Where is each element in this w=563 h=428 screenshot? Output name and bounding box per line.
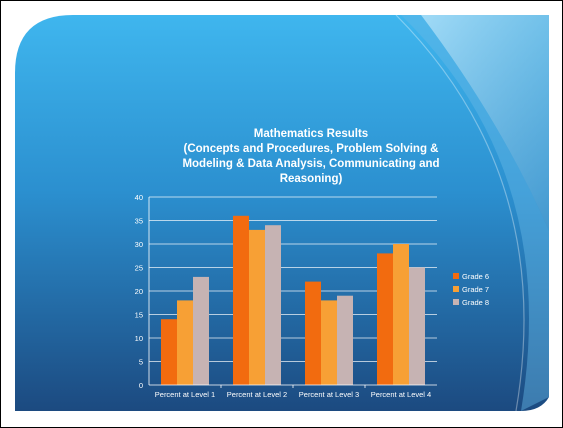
bar	[305, 281, 321, 385]
x-tick-label: Percent at Level 4	[371, 390, 431, 399]
axes	[148, 197, 437, 388]
legend-label: Grade 7	[462, 285, 489, 294]
legend-swatch	[453, 273, 459, 279]
x-tick-label: Percent at Level 2	[227, 390, 287, 399]
y-tick-label: 0	[139, 381, 143, 390]
bar	[233, 215, 249, 385]
legend-swatch	[453, 299, 459, 305]
bar	[377, 253, 393, 385]
chart-title-line-1: Mathematics Results	[254, 128, 368, 140]
bar	[409, 267, 425, 385]
y-tick-label: 5	[139, 358, 143, 367]
bars	[161, 215, 425, 385]
chart-title-line-3: Modeling & Data Analysis, Communicating …	[182, 158, 439, 170]
x-tick-labels: Percent at Level 1 Percent at Level 2 Perc…	[155, 390, 431, 399]
legend: Grade 6 Grade 7 Grade 8	[453, 272, 489, 307]
chart-title-line-4: Reasoning)	[280, 173, 343, 185]
bar	[249, 229, 265, 385]
bar	[337, 295, 353, 385]
decor-swoosh	[421, 15, 549, 231]
decor-curve-line	[395, 14, 525, 412]
bar	[177, 300, 193, 385]
y-tick-label: 40	[135, 193, 143, 202]
chart-title: Mathematics Results (Concepts and Proced…	[182, 128, 439, 185]
bar	[161, 319, 177, 385]
y-tick-label: 10	[135, 334, 143, 343]
legend-label: Grade 8	[462, 298, 489, 307]
x-tick-label: Percent at Level 3	[299, 390, 359, 399]
x-tick-label: Percent at Level 1	[155, 390, 215, 399]
chart-title-line-2: (Concepts and Procedures, Problem Solvin…	[184, 143, 439, 155]
legend-label: Grade 6	[462, 272, 489, 281]
y-tick-labels: 0 5 10 15 20 25 30 35 40	[135, 193, 143, 390]
y-tick-label: 20	[135, 287, 143, 296]
decor-swoosh-inner	[401, 15, 549, 411]
y-tick-label: 30	[135, 240, 143, 249]
legend-swatch	[453, 286, 459, 292]
y-tick-label: 15	[135, 311, 143, 320]
bar	[321, 300, 337, 385]
bar	[393, 244, 409, 385]
bar	[265, 225, 281, 385]
y-tick-label: 35	[135, 217, 143, 226]
bar	[193, 276, 209, 385]
y-tick-label: 25	[135, 264, 143, 273]
